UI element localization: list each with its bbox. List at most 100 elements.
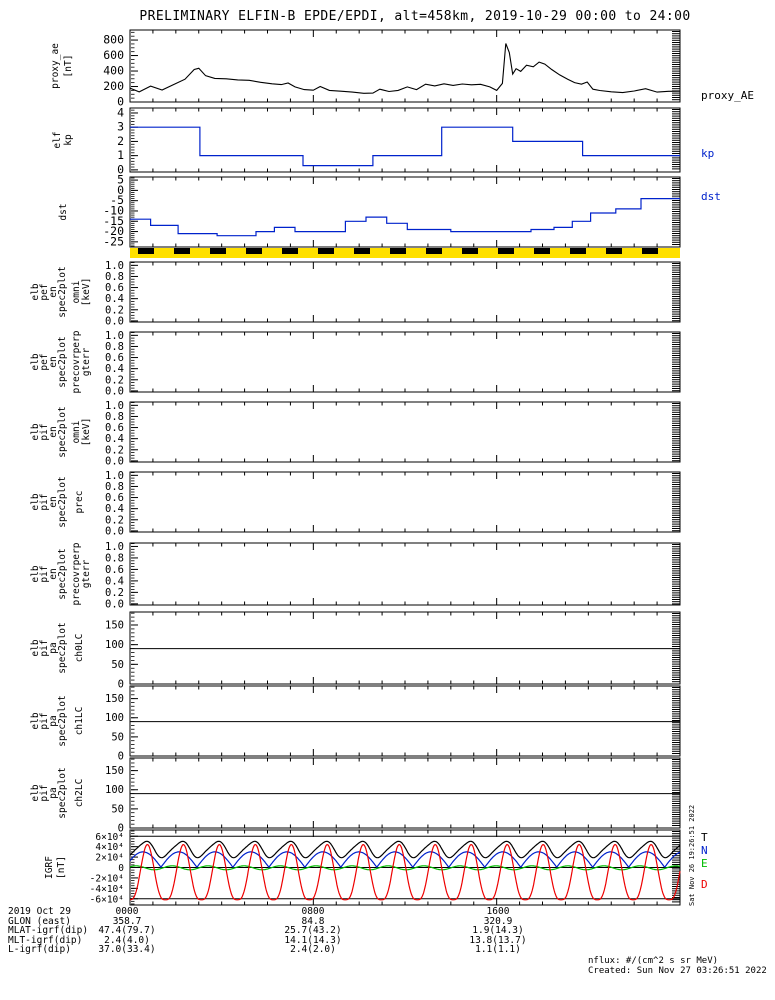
axis-title-elb_pif_en_precovrperp: en bbox=[48, 568, 59, 579]
axis-title-elb_pif_pa_ch2LC: pif bbox=[39, 784, 50, 801]
y-tick-label: 0.8 bbox=[105, 552, 124, 564]
footer-row-label: GLON (east) bbox=[8, 916, 71, 927]
y-tick-label: 150 bbox=[105, 693, 124, 705]
right-label-kp: kp bbox=[701, 147, 714, 160]
axis-title-proxy_ae: [nT] bbox=[63, 55, 74, 78]
axis-title-elb_pif_pa_ch0LC: spec2plot bbox=[57, 622, 68, 673]
y-tick-label: 5 bbox=[117, 173, 124, 187]
y-tick-label: 3 bbox=[117, 120, 124, 134]
y-tick-label: 0.4 bbox=[105, 433, 124, 445]
axis-title-elb_pif_en_precovrperp: spec2plot bbox=[57, 548, 68, 599]
y-tick-label: 100 bbox=[105, 712, 124, 724]
footer-value: 2.4(2.0) bbox=[290, 944, 336, 955]
y-tick-label: 1.0 bbox=[105, 400, 124, 412]
right-label-E: E bbox=[701, 857, 708, 870]
footer-value: 358.7 bbox=[112, 916, 142, 927]
axis-title-elb_pif_en_precovrperp: precovrperp bbox=[71, 542, 82, 605]
axis-title-elb_pef_en_precovrperp: gterr bbox=[81, 347, 92, 376]
y-tick-label: 0.2 bbox=[105, 374, 124, 386]
series-dst bbox=[130, 198, 680, 237]
panel-box-elb_pif_pa_ch1LC bbox=[129, 685, 681, 757]
footer-time-label-0800: 0800 bbox=[301, 906, 325, 917]
y-tick-label: 0.4 bbox=[105, 293, 124, 305]
y-tick-label: 0.8 bbox=[105, 271, 124, 283]
flag-bar-dash bbox=[390, 248, 406, 254]
y-tick-label: 0.4 bbox=[105, 575, 124, 587]
flag-bar-dash bbox=[210, 248, 226, 254]
panel-box-dst bbox=[129, 176, 681, 248]
axis-title-elb_pif_pa_ch1LC: elb bbox=[30, 712, 41, 729]
y-tick-label: 0.6 bbox=[105, 492, 124, 504]
axis-title-elb_pef_en_precovrperp: en bbox=[48, 356, 59, 367]
y-tick-label: 1.0 bbox=[105, 330, 124, 342]
y-tick-label: 0.6 bbox=[105, 352, 124, 364]
series-D bbox=[129, 843, 681, 901]
y-tick-label: 0.2 bbox=[105, 587, 124, 599]
axis-title-elb_pif_en_precovrperp: elb bbox=[30, 565, 41, 582]
y-tick-label: 4×10⁴ bbox=[95, 842, 124, 853]
right-label-dst: dst bbox=[701, 190, 721, 203]
axis-title-dst: dst bbox=[58, 203, 69, 220]
panel-box-elb_pef_en_precovrperp bbox=[129, 331, 681, 393]
axis-title-elb_pef_en_omni: [keV] bbox=[81, 278, 92, 307]
y-tick-label: -4×10⁴ bbox=[90, 884, 124, 895]
footer-value: 14.1(14.3) bbox=[284, 935, 342, 946]
axis-title-elb_pif_en_omni: spec2plot bbox=[57, 406, 68, 457]
y-tick-label: 4 bbox=[117, 105, 124, 119]
y-tick-label: 50 bbox=[111, 731, 124, 743]
y-tick-label: 0.6 bbox=[105, 422, 124, 434]
y-tick-label: 0.0 bbox=[105, 598, 124, 610]
axis-title-elb_pif_pa_ch2LC: elb bbox=[30, 784, 41, 801]
axis-title-elb_pef_en_precovrperp: elb bbox=[30, 353, 41, 370]
y-tick-label: 0 bbox=[118, 751, 124, 763]
y-tick-label: 150 bbox=[105, 619, 124, 631]
y-tick-label: 0.0 bbox=[105, 525, 124, 537]
axis-title-elf_kp: kp bbox=[63, 134, 74, 146]
axis-title-elb_pef_en_precovrperp: spec2plot bbox=[57, 336, 68, 387]
y-tick-label: 0 bbox=[118, 823, 124, 835]
axis-title-elb_pif_en_omni: omni bbox=[71, 420, 82, 443]
footer-value: 1.9(14.3) bbox=[472, 925, 524, 936]
axis-title-elb_pif_en_omni: pif bbox=[39, 423, 50, 440]
y-tick-label: 1 bbox=[117, 148, 124, 162]
flag-bar-dash bbox=[426, 248, 442, 254]
footer-row-label: MLT-igrf(dip) bbox=[8, 935, 83, 946]
y-tick-label: 6×10⁴ bbox=[95, 832, 124, 843]
y-tick-label: 100 bbox=[105, 639, 124, 651]
axis-title-elb_pef_en_omni: spec2plot bbox=[57, 266, 68, 317]
footer-value: 320.9 bbox=[483, 916, 513, 927]
right-label-T: T bbox=[701, 831, 708, 844]
axis-title-igrf: [nT] bbox=[56, 856, 67, 879]
axis-title-elb_pef_en_omni: omni bbox=[71, 280, 82, 303]
axis-title-elb_pif_en_omni: en bbox=[48, 426, 59, 437]
y-tick-label: 50 bbox=[111, 659, 124, 671]
axis-title-elb_pif_en_omni: [keV] bbox=[81, 418, 92, 447]
y-tick-label: 0.4 bbox=[105, 503, 124, 515]
y-tick-label: 1.0 bbox=[105, 470, 124, 482]
y-tick-label: 0 bbox=[117, 95, 124, 109]
y-tick-label: 2 bbox=[117, 134, 124, 148]
footer-time-label-0000: 0000 bbox=[115, 906, 139, 917]
axis-title-elf_kp: elf bbox=[52, 131, 63, 148]
axis-title-elb_pif_pa_ch1LC: pa bbox=[48, 715, 59, 726]
flag-bar-dash bbox=[606, 248, 622, 254]
axis-title-elb_pef_en_omni: en bbox=[48, 286, 59, 297]
footer-value: 1.1(1.1) bbox=[475, 944, 521, 955]
flag-bar-dash bbox=[462, 248, 478, 254]
axis-title-elb_pif_pa_ch0LC: pif bbox=[39, 639, 50, 656]
right-label-N: N bbox=[701, 844, 708, 857]
series-T bbox=[129, 840, 681, 859]
y-tick-label: 0.0 bbox=[105, 455, 124, 467]
axis-title-elb_pif_en_precovrperp: gterr bbox=[81, 559, 92, 588]
y-tick-label: 800 bbox=[103, 33, 124, 47]
axis-title-igrf: IGRF bbox=[44, 856, 55, 879]
series-proxy_AE bbox=[129, 43, 681, 94]
y-tick-label: 150 bbox=[105, 765, 124, 777]
series-E bbox=[129, 865, 681, 871]
y-tick-label: 0.8 bbox=[105, 341, 124, 353]
flag-bar-dash bbox=[534, 248, 550, 254]
footer-value: 13.8(13.7) bbox=[469, 935, 527, 946]
axis-title-elb_pif_en_precovrperp: pif bbox=[39, 565, 50, 582]
